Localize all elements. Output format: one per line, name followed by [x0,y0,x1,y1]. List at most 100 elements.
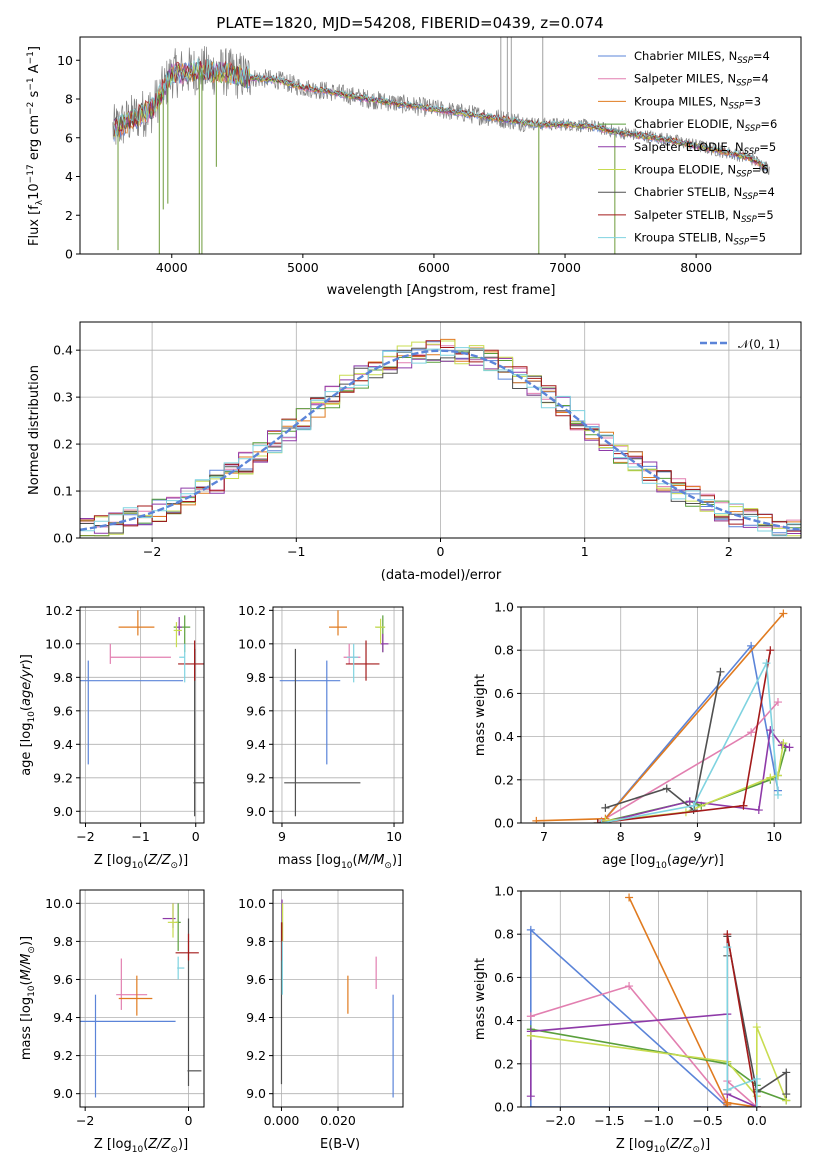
legend: 𝒩(0, 1) [700,337,780,351]
x-axis-label: Z [log10(Z/Z⊙)] [94,853,188,871]
legend-label-sub: SSP [734,238,750,248]
legend-item: Chabrier ELODIE, NSSP=6 [598,117,777,134]
y-tick-label: 8 [65,92,73,107]
y-tick-label: 9.0 [246,1086,266,1101]
data-point [739,801,748,810]
model-spectrum-kroupa_stelib [113,58,767,167]
residuals-panel: −2 −1 0 1 2 0.0 0.1 0.2 0.3 0.4 [53,321,802,559]
age-vs-z-panel: −2 −1 0 9.0 9.2 9.4 9.6 9.8 10.0 10.2 [45,603,205,844]
y-tick-label: 9.8 [246,934,266,949]
error-point-chabrier_stelib [187,918,202,1087]
x-tick-label: 0 [437,544,445,559]
legend-item: Kroupa STELIB, NSSP=5 [598,231,766,248]
data-point [601,816,610,823]
legend: Chabrier MILES, NSSP=4 Salpeter MILES, N S… [598,49,777,248]
legend-label-main: Chabrier STELIB, N [634,185,742,199]
age-vs-mass-frame [272,606,404,824]
series-chabrier_stelib [601,667,725,815]
data-point [625,982,634,991]
weight-vs-age-plot-area [532,609,794,823]
series-line [726,947,758,1107]
data-point [526,1031,535,1040]
x-axis-label: age [log10(age/yr)] [602,853,724,871]
y-tick-label: 9.6 [246,703,266,718]
legend-label: Chabrier MILES, NSSP=4 [634,49,770,66]
mass-vs-z-frame [79,889,205,1108]
y-tick-label: 9.0 [53,804,73,819]
error-point-kroupa_miles [329,610,347,636]
x-tick-label: 7 [540,829,548,844]
data-point [782,1068,791,1077]
y-tick-label: 0.6 [494,686,514,701]
legend-label: Kroupa MILES, NSSP=3 [634,94,761,111]
legend-label: Kroupa ELODIE, NSSP=6 [634,163,769,180]
error-point-kroupa_miles [118,975,153,1016]
histogram-salpeter_miles [80,344,801,535]
data-point [773,698,782,707]
y-tick-label: 9.0 [246,804,266,819]
legend-label-sub: SSP [741,215,757,225]
data-point [747,728,756,737]
y-axis-label: Normed distribution [27,365,42,495]
error-point-kroupa_stelib [346,643,359,683]
x-tick-label: 8000 [680,260,712,275]
y-tick-label: 9.8 [246,670,266,685]
weight-vs-z-panel: −2.0 −1.5 −1.0 −0.5 0.0 0.0 0.2 0.4 0.6 0.8 1.0 [494,884,802,1128]
y-tick-label: 0.3 [53,390,73,405]
error-point-salpeter_elodie [176,617,182,636]
x-tick-label: 8 [617,829,625,844]
legend-label: 𝒩(0, 1) [738,337,780,351]
series-chabrier_miles [526,925,761,1107]
x-tick-label: −0.5 [692,1113,722,1128]
error-point-salpeter_miles [343,643,361,664]
weight-vs-z-frame [520,890,802,1108]
legend-item: Chabrier MILES, NSSP=4 [598,49,770,66]
x-tick-label: −2.0 [545,1113,575,1128]
legend-label-tail: =4 [752,72,769,86]
x-axis-label: (data-model)/error [381,568,502,583]
y-axis-label: mass [log10(M/M⊙)] [19,936,37,1060]
y-tick-label: 9.2 [246,770,266,785]
x-tick-label: −2 [76,1113,94,1128]
error-point-salpeter_miles [109,643,171,664]
series-salpeter_elodie [526,1010,761,1107]
legend-label-main: Salpeter MILES, N [634,72,736,86]
x-tick-label: 7000 [549,260,581,275]
legend-label-tail: =6 [752,163,769,177]
x-axis-label: wavelength [Angstrom, rest frame] [327,283,556,298]
legend-label-tail: =5 [759,140,776,154]
data-point [785,743,794,752]
legend-label-sub: SSP [744,147,760,157]
x-axis-label: E(B-V) [320,1137,360,1152]
x-tick-label: 10 [386,829,402,844]
data-point [716,667,725,676]
y-tick-label: 9.6 [53,972,73,987]
y-tick-label: 6 [65,130,73,145]
y-tick-label: 10 [57,53,73,68]
data-point [526,1092,535,1101]
legend-label: Chabrier STELIB, NSSP=4 [634,185,775,202]
series-line [530,985,758,1107]
legend-label-sub: SSP [729,101,745,111]
y-tick-label: 4 [65,169,73,184]
chart-title: PLATE=1820, MJD=54208, FIBERID=0439, z=0… [216,14,603,32]
legend-label-tail: =5 [757,208,774,222]
y-tick-label: 0.2 [494,1056,514,1071]
data-point [754,806,763,815]
data-point [723,943,732,952]
y-tick-label: 9.4 [246,1010,266,1025]
x-tick-label: −1 [287,544,305,559]
legend-item: Kroupa MILES, NSSP=3 [598,94,761,111]
data-point [601,803,610,812]
normal-distribution-curve [80,349,801,531]
histogram-chabrier_elodie [80,350,801,537]
legend-label-main: Salpeter STELIB, N [634,208,741,222]
x-tick-label: −2 [76,829,94,844]
data-point [752,1023,761,1032]
x-tick-label: 2 [725,544,733,559]
y-tick-label: 0.8 [494,643,514,658]
series-line [530,928,757,1107]
spectrum-panel: 4000 5000 6000 7000 8000 0 2 4 6 8 10 [57,36,802,275]
error-point-salpeter_miles [116,958,148,1010]
